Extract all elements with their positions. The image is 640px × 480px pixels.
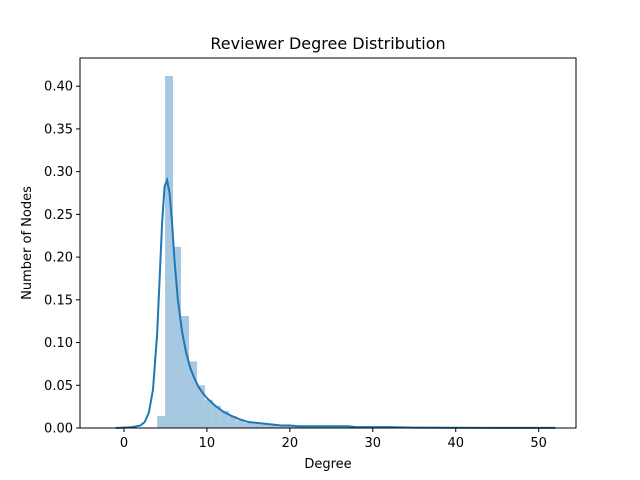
y-tick-label: 0.40 bbox=[44, 80, 73, 95]
y-tick-label: 0.10 bbox=[44, 336, 73, 351]
y-tick-label: 0.05 bbox=[44, 379, 73, 394]
histogram-bar bbox=[196, 385, 205, 428]
histogram-bar bbox=[284, 426, 293, 428]
histogram-bar bbox=[165, 75, 174, 428]
y-tick-label: 0.30 bbox=[44, 165, 73, 180]
x-axis-label: Degree bbox=[304, 457, 351, 472]
x-tick-label: 40 bbox=[447, 436, 464, 451]
kde-line bbox=[115, 176, 556, 429]
y-tick-label: 0.25 bbox=[44, 208, 73, 223]
y-axis-label: Number of Nodes bbox=[20, 186, 35, 300]
histogram-bar bbox=[260, 424, 269, 428]
x-tick-label: 30 bbox=[365, 436, 382, 451]
x-tick-label: 10 bbox=[199, 436, 216, 451]
y-axis-ticks: 0.00 0.05 0.10 0.15 0.20 0.25 0.30 0.35 0.40 bbox=[44, 80, 80, 437]
histogram-bar bbox=[268, 425, 277, 428]
plot-area: 0 10 20 30 40 50 0.00 0.05 0.10 0.15 0.20 0.25 0.30… bbox=[44, 57, 577, 451]
histogram-bar bbox=[220, 410, 229, 428]
histogram-bar bbox=[157, 416, 166, 428]
y-tick-label: 0.00 bbox=[44, 422, 73, 437]
histogram-bar bbox=[276, 426, 285, 428]
histogram-bar bbox=[173, 246, 182, 428]
histogram-bar bbox=[181, 316, 189, 428]
histogram-bar bbox=[244, 422, 253, 428]
histogram-bar bbox=[228, 416, 237, 428]
x-tick-label: 0 bbox=[120, 436, 128, 451]
x-tick-label: 20 bbox=[282, 436, 299, 451]
histogram-bar bbox=[212, 405, 221, 428]
histogram-bar bbox=[204, 399, 213, 428]
histogram-bar bbox=[252, 423, 261, 428]
y-tick-label: 0.35 bbox=[44, 122, 73, 137]
x-tick-label: 50 bbox=[530, 436, 547, 451]
plot-frame bbox=[79, 57, 577, 429]
histogram-bar bbox=[188, 361, 197, 428]
y-tick-label: 0.15 bbox=[44, 293, 73, 308]
chart-title: Reviewer Degree Distribution bbox=[210, 34, 445, 53]
histogram-bars bbox=[157, 75, 357, 428]
y-tick-label: 0.20 bbox=[44, 251, 73, 266]
histogram-bar bbox=[236, 420, 245, 428]
x-axis-ticks: 0 10 20 30 40 50 bbox=[120, 428, 547, 451]
